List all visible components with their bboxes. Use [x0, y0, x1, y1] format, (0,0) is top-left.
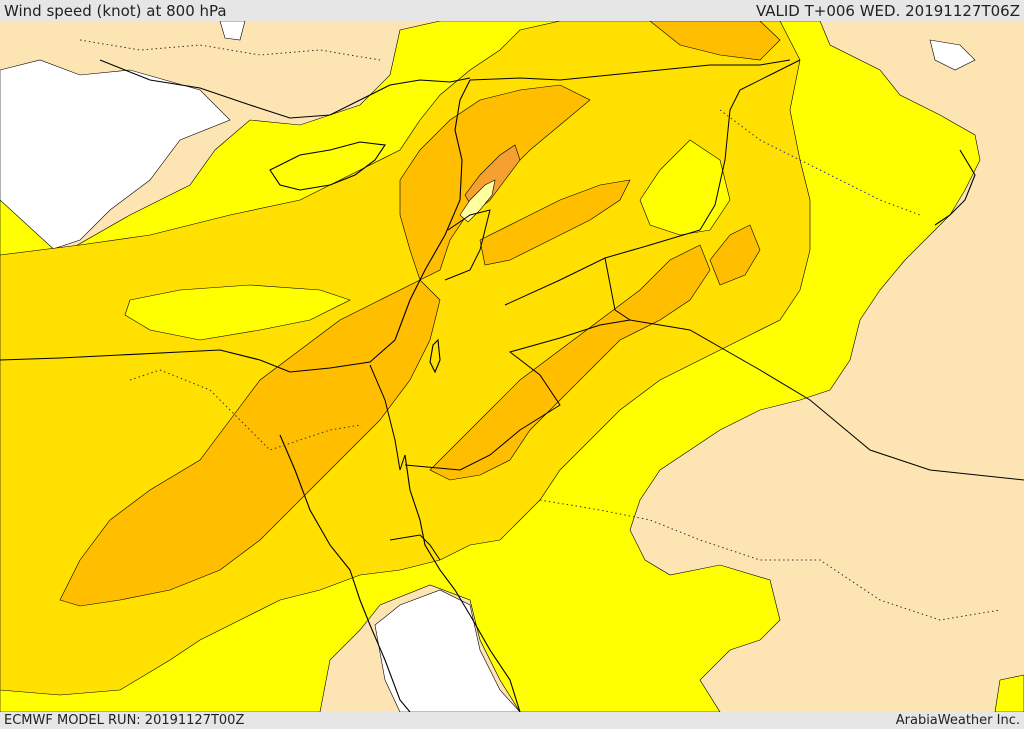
moderate-wind-inset-east: [639, 139, 731, 236]
strong-wind-patch-ne: [709, 224, 761, 286]
map-title: Wind speed (knot) at 800 hPa: [4, 2, 227, 20]
dead-sea-outline: [429, 338, 441, 374]
iraq-iran-border: [604, 59, 801, 259]
strong-wind-patch-mid: [479, 179, 631, 266]
model-run: ECMWF MODEL RUN: 20191127T00Z: [4, 713, 245, 728]
strong-wind-belt-east: [429, 244, 711, 481]
mediterranean-coastline: [0, 79, 471, 373]
wind-map-svg: [0, 21, 1024, 712]
turkey-coastline: [99, 59, 471, 119]
admin-boundary-turkey: [79, 39, 381, 61]
red-sea-coastline-east: [404, 454, 521, 712]
admin-boundary-egypt: [129, 369, 361, 451]
cyprus-coastline: [269, 141, 386, 191]
strong-wind-belt-west: [59, 279, 441, 607]
syria-north-border: [469, 59, 791, 81]
peak-wind-core: [459, 179, 496, 223]
iraq-border: [629, 319, 1024, 481]
red-sea-coastline-west: [279, 434, 411, 712]
calm-area-ne: [929, 39, 976, 71]
moderate-wind-patch-east: [994, 674, 1024, 712]
moderate-wind-inset: [124, 284, 351, 341]
gulf-coastline: [934, 149, 976, 226]
header-bar: Wind speed (knot) at 800 hPa VALID T+006…: [0, 0, 1024, 22]
credit: ArabiaWeather Inc.: [895, 713, 1020, 728]
calm-area-south: [374, 589, 521, 712]
footer-bar: ECMWF MODEL RUN: 20191127T00Z ArabiaWeat…: [0, 712, 1024, 729]
egypt-israel-border: [369, 364, 406, 471]
valid-time: VALID T+006 WED. 20191127T06Z: [755, 2, 1020, 20]
egypt-sudan-border: [389, 534, 441, 561]
strong-wind-patch-north: [649, 21, 781, 61]
calm-area-top: [219, 21, 246, 41]
admin-boundary-saudi: [539, 499, 1001, 621]
saudi-jordan-border: [404, 319, 631, 471]
wind-map[interactable]: [0, 21, 1024, 712]
admin-boundary-iraq: [719, 109, 921, 216]
lebanon-border: [444, 209, 491, 281]
